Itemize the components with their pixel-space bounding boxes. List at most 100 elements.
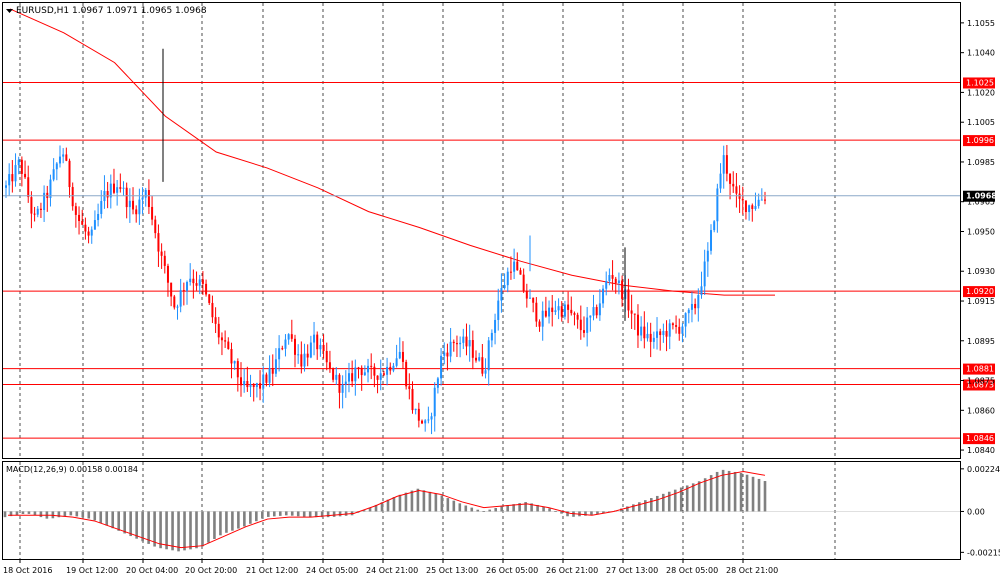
candle-body — [201, 279, 204, 284]
candle-body — [703, 261, 706, 287]
macd-bar — [75, 511, 79, 517]
candle-body — [481, 357, 484, 374]
candle-body — [538, 321, 541, 327]
candle-body — [678, 326, 681, 334]
candle-body — [220, 337, 223, 341]
candle-body — [344, 381, 347, 385]
horizontal-levels[interactable]: 1.1025 1.0996 1.0920 1.0881 1.0873 1.0846 — [3, 77, 995, 445]
macd-bar — [506, 505, 509, 512]
macd-bar — [51, 511, 55, 519]
candle-body — [475, 357, 478, 361]
macd-bar — [39, 511, 43, 518]
candle-body — [694, 303, 697, 309]
macd-tick-label: 0.00 — [967, 507, 985, 516]
candle-body — [78, 214, 81, 222]
candle-body — [322, 344, 325, 351]
candle-body — [160, 251, 163, 256]
macd-bar — [416, 488, 420, 512]
candle-body — [516, 261, 519, 271]
candles — [5, 48, 766, 435]
grid-lines — [19, 3, 836, 559]
candle-body — [8, 174, 11, 186]
candle-body — [14, 165, 17, 182]
macd-bar — [69, 511, 73, 516]
macd-bar — [655, 495, 659, 512]
macd-bar — [290, 511, 294, 516]
candle-body — [332, 368, 335, 380]
macd-bar — [33, 511, 37, 516]
candle-body — [84, 224, 87, 232]
candle-body — [455, 343, 458, 345]
candle-body — [440, 355, 443, 379]
candle-body — [513, 261, 516, 272]
candle-body — [354, 367, 357, 382]
macd-bar — [661, 493, 665, 512]
candle-body — [528, 297, 531, 299]
candle-body — [144, 190, 147, 198]
level-label: 1.1025 — [966, 78, 994, 87]
candle-body — [192, 278, 195, 284]
candle-body — [681, 326, 684, 334]
macd-bar — [560, 511, 563, 514]
candle-body — [582, 330, 585, 333]
macd-bar — [3, 511, 7, 518]
macd-bar — [165, 511, 168, 550]
macd-bar — [219, 511, 222, 536]
macd-bar — [476, 509, 480, 512]
candle-body — [17, 159, 20, 166]
macd-signal-line — [8, 471, 766, 549]
macd-bar — [231, 511, 234, 531]
candle-body — [633, 313, 636, 315]
candle-body — [271, 368, 274, 374]
candle-body — [722, 155, 725, 174]
candle-body — [173, 296, 176, 308]
candle-body — [303, 353, 306, 367]
price-tick-label: 1.1005 — [967, 118, 995, 127]
macd-bar — [566, 511, 569, 517]
candle-body — [389, 366, 392, 371]
candle-body — [157, 233, 160, 252]
level-label: 1.0920 — [966, 287, 994, 296]
candle-body — [262, 374, 265, 389]
candle-body — [27, 177, 30, 198]
candle-body — [217, 323, 220, 338]
candle-body — [386, 366, 389, 375]
candle-body — [716, 188, 719, 222]
macd-bar — [763, 481, 767, 512]
candle-body — [268, 368, 271, 383]
candle-body — [656, 331, 659, 338]
macd-tick-label: 0.00224 — [967, 465, 1000, 474]
time-tick-label: 19 Oct 12:00 — [66, 566, 118, 575]
candle-body — [109, 183, 112, 198]
candle-body — [589, 315, 592, 318]
chevron-down-icon[interactable] — [6, 9, 13, 13]
candle-body — [246, 381, 249, 388]
candle-body — [405, 361, 408, 387]
candle-body — [313, 334, 316, 343]
macd-bar — [296, 511, 300, 517]
macd-bar — [470, 507, 474, 512]
moving-average — [9, 8, 775, 296]
candle-body — [592, 307, 595, 316]
candle-body — [459, 342, 462, 345]
macd-bar — [392, 497, 396, 512]
macd-bar — [584, 511, 587, 516]
candle-body — [484, 370, 487, 374]
candle-body — [151, 206, 154, 220]
ohlc-readout: 1.0967 1.0971 1.0965 1.0968 — [72, 6, 207, 16]
candle-body — [487, 340, 490, 371]
candle-body — [443, 352, 446, 356]
candle-body — [306, 353, 309, 358]
candle-body — [608, 275, 611, 281]
macd-bar — [177, 511, 180, 552]
candle-body — [744, 200, 747, 213]
level-label: 1.0881 — [966, 365, 994, 374]
candle-body — [560, 306, 563, 317]
candle-body — [195, 283, 198, 286]
candle-body — [198, 279, 201, 286]
candle-body — [395, 358, 398, 366]
macd-tick-label: -0.00215 — [967, 548, 1000, 557]
candle-body — [20, 159, 23, 174]
main-pane-frame — [2, 2, 961, 459]
